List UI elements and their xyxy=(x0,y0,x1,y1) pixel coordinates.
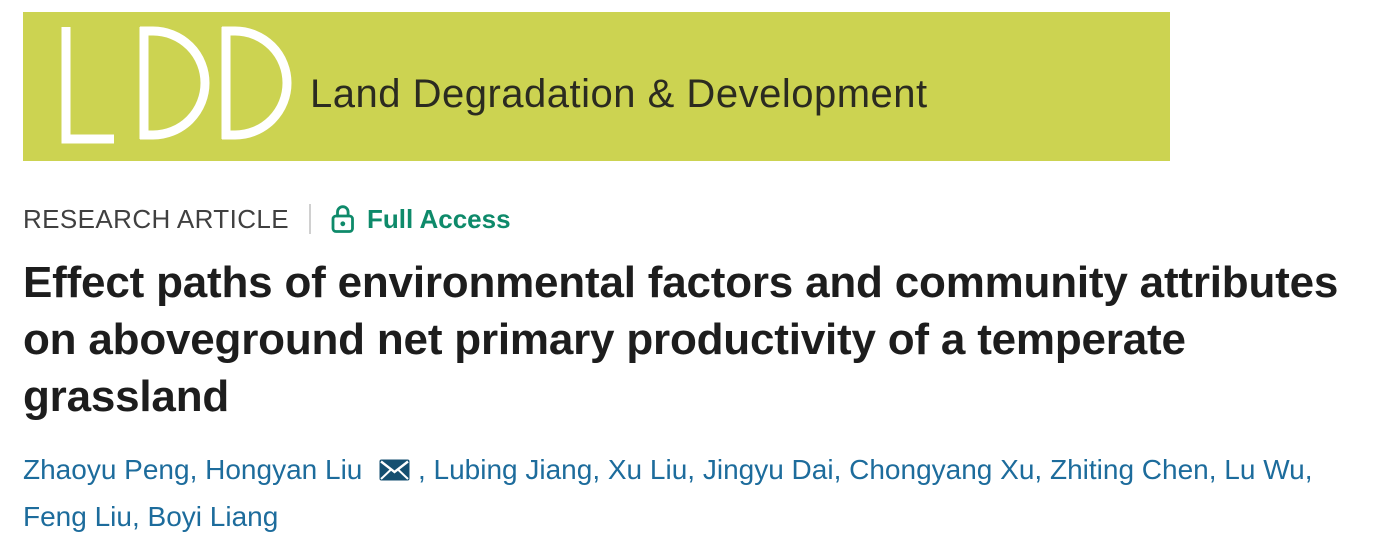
author-link[interactable]: Zhaoyu Peng xyxy=(23,454,190,485)
open-lock-icon xyxy=(331,204,354,233)
article-meta-row: RESEARCH ARTICLE Full Access xyxy=(23,200,511,238)
article-title-line: on aboveground net primary productivity … xyxy=(23,315,1186,364)
article-title-line: grassland xyxy=(23,372,230,421)
author-link[interactable]: Boyi Liang xyxy=(147,501,279,532)
article-title: Effect paths of environmental factors an… xyxy=(23,254,1368,425)
access-label: Full Access xyxy=(367,203,511,234)
article-title-line: Effect paths of environmental factors an… xyxy=(23,258,1339,307)
author-link[interactable]: Lu Wu xyxy=(1224,454,1305,485)
author-link[interactable]: Lubing Jiang xyxy=(433,454,593,485)
author-link[interactable]: Zhiting Chen xyxy=(1049,454,1209,485)
journal-name: Land Degradation & Development xyxy=(310,72,928,116)
ldd-logo-icon xyxy=(61,26,292,144)
article-type-label: RESEARCH ARTICLE xyxy=(23,203,289,234)
author-list: Zhaoyu Peng, Hongyan Liu , Lubing Jiang,… xyxy=(23,454,1313,532)
meta-divider xyxy=(309,204,311,234)
author-link[interactable]: Xu Liu xyxy=(607,454,688,485)
author-link[interactable]: Jingyu Dai xyxy=(702,454,834,485)
author-link[interactable]: Feng Liu xyxy=(23,501,132,532)
author-link[interactable]: Hongyan Liu xyxy=(205,454,363,485)
author-link[interactable]: Chongyang Xu xyxy=(849,454,1035,485)
envelope-icon[interactable] xyxy=(379,459,410,481)
journal-banner: Land Degradation & Development xyxy=(23,12,1170,161)
access-status: Full Access xyxy=(329,203,511,236)
